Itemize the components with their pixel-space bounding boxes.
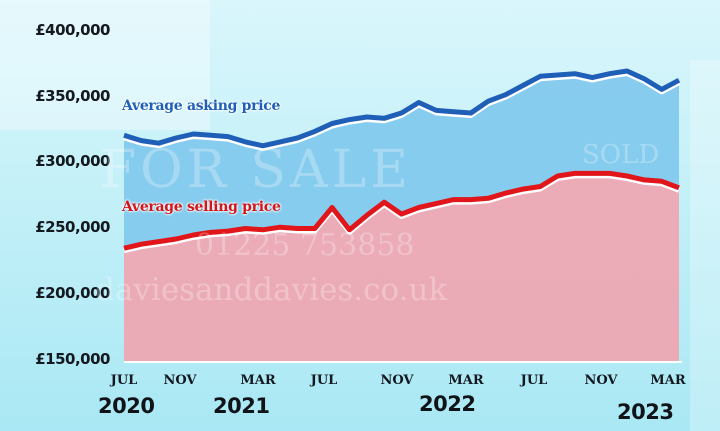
selling-price-area: [124, 173, 679, 361]
y-tick-label: £150,000: [35, 350, 110, 368]
selling-price-line: [123, 170, 680, 251]
x-tick-label: JUL: [520, 373, 548, 388]
x-tick-label: JUL: [310, 373, 338, 388]
x-tick-label: MAR: [650, 373, 686, 388]
x-tick-label: NOV: [380, 373, 414, 388]
y-tick-label: £400,000: [35, 21, 110, 39]
year-label-2020: 2020: [98, 394, 155, 418]
x-tick-label: MAR: [448, 373, 484, 388]
series-label-selling: Average selling price: [122, 199, 281, 215]
year-label-2023: 2023: [617, 400, 674, 424]
x-tick-label: JUL: [110, 373, 138, 388]
year-label-2022: 2022: [419, 392, 476, 416]
background-panel-right: [690, 60, 720, 431]
y-tick-label: £250,000: [35, 218, 110, 236]
x-tick-label: NOV: [584, 373, 618, 388]
year-label-2021: 2021: [213, 394, 270, 418]
series-label-asking: Average asking price: [122, 98, 281, 114]
asking-price-line: [123, 68, 681, 149]
x-tick-label: MAR: [240, 373, 276, 388]
y-tick-label: £300,000: [35, 152, 110, 170]
x-tick-label: NOV: [163, 373, 197, 388]
background-panel-left: [0, 0, 210, 130]
y-tick-label: £350,000: [35, 87, 110, 105]
y-tick-label: £200,000: [35, 284, 110, 302]
